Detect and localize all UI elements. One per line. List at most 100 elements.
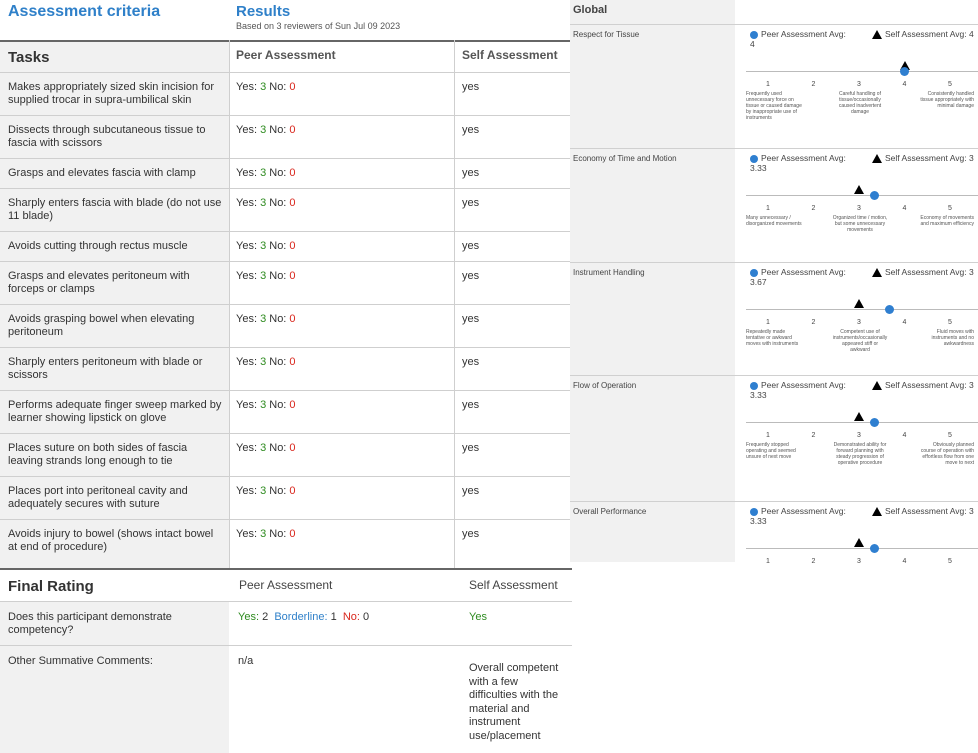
- yes-count: 3: [260, 124, 267, 136]
- yes-label: Yes:: [236, 356, 261, 368]
- self-result: yes: [462, 313, 480, 325]
- self-result: yes: [462, 485, 480, 497]
- peer-dot-icon: [750, 268, 758, 277]
- no-count: 0: [289, 399, 296, 411]
- category-name: Overall Performance: [573, 507, 647, 516]
- tasks-table-header: Tasks Peer Assessment Self Assessment: [0, 40, 572, 72]
- peer-result: Yes: 3 No: 0: [236, 270, 446, 283]
- no-count: 0: [289, 528, 296, 540]
- yes-label: Yes:: [236, 485, 261, 497]
- no-label: No:: [266, 485, 290, 497]
- yes-label: Yes:: [236, 81, 261, 93]
- global-title: Global: [573, 4, 608, 16]
- peer-assessment-header: Peer Assessment: [236, 48, 336, 62]
- task-row: Dissects through subcutaneous tissue to …: [0, 115, 572, 158]
- category-name: Flow of Operation: [573, 381, 637, 390]
- peer-dot-icon: [750, 507, 758, 516]
- competency-yes-count: 2: [262, 611, 269, 623]
- assessment-results-panel: Assessment criteria Results Based on 3 r…: [0, 3, 572, 753]
- self-average-text: Self Assessment Avg: 3: [885, 506, 974, 516]
- competency-borderline-label: Borderline:: [274, 611, 328, 623]
- self-result: yes: [462, 399, 480, 411]
- peer-average: Peer Assessment Avg: 3.33: [750, 380, 850, 400]
- scale-desc-low: Frequently stopped operating and seemed …: [746, 442, 796, 460]
- yes-label: Yes:: [236, 399, 261, 411]
- no-count: 0: [289, 313, 296, 325]
- no-count: 0: [289, 356, 296, 368]
- task-row: Avoids grasping bowel when elevating per…: [0, 304, 572, 347]
- self-triangle-icon: [872, 30, 882, 40]
- scale-number: 1: [766, 81, 770, 88]
- self-result: yes: [462, 442, 480, 454]
- self-marker-icon: [854, 538, 864, 547]
- yes-label: Yes:: [236, 167, 261, 179]
- comments-self: Overall competent with a few difficultie…: [469, 662, 559, 742]
- scale-number: 2: [811, 432, 816, 439]
- task-label: Places port into peritoneal cavity and a…: [8, 485, 188, 510]
- category-name: Instrument Handling: [573, 268, 645, 277]
- scale-number: 4: [902, 319, 907, 326]
- task-label: Sharply enters peritoneum with blade or …: [8, 356, 203, 381]
- task-label: Avoids cutting through rectus muscle: [8, 240, 188, 252]
- final-rating-label-background: [0, 602, 229, 753]
- yes-count: 3: [260, 313, 267, 325]
- scale-number: 5: [948, 319, 952, 326]
- self-result: yes: [462, 528, 480, 540]
- scale-number: 3: [857, 81, 861, 88]
- no-count: 0: [289, 485, 296, 497]
- yes-count: 3: [260, 167, 267, 179]
- comments-question: Other Summative Comments:: [8, 655, 153, 667]
- global-label-background: [570, 0, 735, 562]
- task-row: Grasps and elevates fascia with clamp Yes…: [0, 158, 572, 188]
- self-result: yes: [462, 124, 480, 136]
- self-marker-icon: [854, 185, 864, 194]
- peer-result: Yes: 3 No: 0: [236, 442, 446, 455]
- self-triangle-icon: [872, 154, 882, 164]
- scale-number: 2: [811, 205, 816, 212]
- yes-label: Yes:: [236, 124, 261, 136]
- peer-marker-icon: [884, 304, 894, 314]
- no-count: 0: [289, 442, 296, 454]
- no-label: No:: [266, 167, 290, 179]
- scale-number: 3: [857, 205, 861, 212]
- self-average-text: Self Assessment Avg: 3: [885, 153, 974, 163]
- self-result: yes: [462, 240, 480, 252]
- peer-result: Yes: 3 No: 0: [236, 167, 446, 180]
- category-separator: [570, 262, 978, 263]
- self-average-text: Self Assessment Avg: 3: [885, 380, 974, 390]
- scale-number: 1: [766, 319, 770, 326]
- task-row: Makes appropriately sized skin incision …: [0, 72, 572, 115]
- task-row: Grasps and elevates peritoneum with forc…: [0, 261, 572, 304]
- peer-result: Yes: 3 No: 0: [236, 313, 446, 326]
- scale-desc-low: Repeatedly made tentative or awkward mov…: [746, 329, 799, 347]
- scale-number: 5: [948, 432, 952, 439]
- task-row: Performs adequate finger sweep marked by…: [0, 390, 572, 433]
- results-subtitle: Based on 3 reviewers of Sun Jul 09 2023: [236, 21, 401, 31]
- peer-average-text: Peer Assessment Avg: 3.33: [750, 506, 846, 526]
- rating-scale-line: [746, 309, 978, 310]
- scale-desc-high: Obviously planned course of operation wi…: [920, 442, 974, 466]
- peer-result: Yes: 3 No: 0: [236, 485, 446, 498]
- yes-count: 3: [260, 81, 267, 93]
- task-row: Avoids cutting through rectus muscle Yes:…: [0, 231, 572, 261]
- no-label: No:: [266, 442, 290, 454]
- task-row: Sharply enters fascia with blade (do not…: [0, 188, 572, 231]
- competency-self-result: Yes: [469, 611, 487, 623]
- self-average-text: Self Assessment Avg: 3: [885, 267, 974, 277]
- scale-number: 1: [766, 432, 770, 439]
- peer-result: Yes: 3 No: 0: [236, 124, 446, 137]
- column-divider: [229, 40, 230, 568]
- competency-no-label: No:: [342, 611, 360, 623]
- no-label: No:: [266, 81, 290, 93]
- scale-number: 2: [811, 558, 816, 565]
- comments-peer: n/a: [238, 655, 254, 667]
- category-separator: [570, 375, 978, 376]
- task-label: Avoids grasping bowel when elevating per…: [8, 313, 195, 338]
- self-triangle-icon: [872, 268, 882, 278]
- peer-average: Peer Assessment Avg: 3.67: [750, 267, 850, 287]
- self-result: yes: [462, 270, 480, 282]
- no-count: 0: [289, 240, 296, 252]
- peer-average-text: Peer Assessment Avg: 3.33: [750, 380, 846, 400]
- scale-number: 4: [902, 81, 907, 88]
- rating-scale-line: [746, 195, 978, 196]
